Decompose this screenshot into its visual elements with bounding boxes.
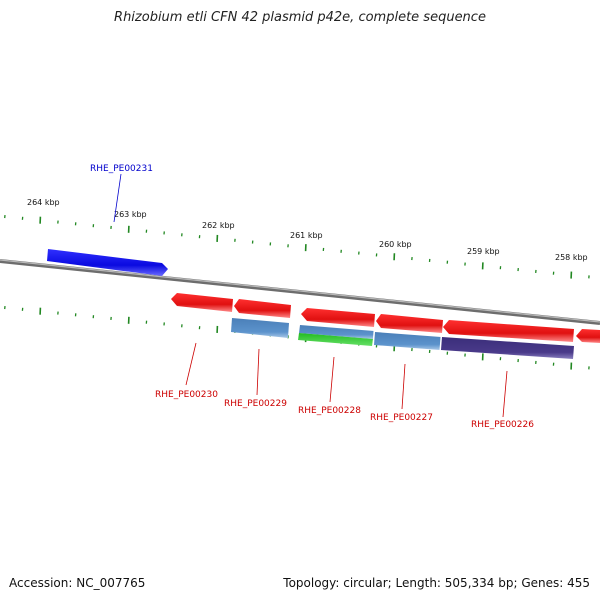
map-title: Rhizobium etli CFN 42 plasmid p42e, comp… [114,10,486,25]
scale-label: 263 kbp [114,210,147,219]
gene-label[interactable]: RHE_PE00229 [224,399,287,409]
gene-arrow-reverse[interactable] [376,314,443,333]
leader-line [185,342,197,386]
accession-text: Accession: NC_007765 [9,576,146,590]
scale-label: 259 kbp [467,247,500,256]
gene-arrow-reverse[interactable] [171,293,233,312]
sequence-backbone [0,259,600,325]
gene-arrow-reverse[interactable] [301,308,375,327]
feature-track [231,318,574,359]
leader-line [502,370,508,418]
gene-label[interactable]: RHE_PE00228 [298,406,361,416]
feature-block[interactable] [374,332,441,350]
feature-block[interactable] [231,318,289,338]
gene-label[interactable]: RHE_PE00226 [471,420,534,430]
sequence-summary: Topology: circular; Length: 505,334 bp; … [283,576,590,590]
leader-line [256,348,260,396]
label-leaders [113,173,508,418]
scale-label: 260 kbp [379,240,412,249]
leader-line [329,356,335,403]
scale-labels: 264 kbp 263 kbp 262 kbp 261 kbp 260 kbp … [27,198,588,262]
reverse-gene-track [171,293,600,343]
feature-block-purple[interactable] [441,337,574,359]
sequence-backbone-highlight [0,259,600,323]
gene-label[interactable]: RHE_PE00230 [155,390,218,400]
gene-label[interactable]: RHE_PE00227 [370,413,433,423]
gene-arrow-reverse[interactable] [234,299,291,318]
scale-label: 264 kbp [27,198,60,207]
feature-block[interactable] [299,325,374,339]
leader-line [113,173,122,223]
scale-ticks-upper [4,214,590,279]
gene-label[interactable]: RHE_PE00231 [90,164,153,174]
gene-labels: RHE_PE00231 RHE_PE00230 RHE_PE00229 RHE_… [90,164,534,430]
gene-arrow-reverse[interactable] [576,329,600,343]
leader-line [401,363,406,410]
feature-divider [372,330,375,347]
gene-arrow-forward[interactable] [47,249,168,276]
scale-label: 261 kbp [290,231,323,240]
scale-label: 258 kbp [555,253,588,262]
gene-arrow-reverse[interactable] [443,320,574,342]
scale-label: 262 kbp [202,221,235,230]
feature-block-green[interactable] [298,333,373,346]
scale-ticks-lower [4,305,590,370]
feature-divider [439,336,442,351]
